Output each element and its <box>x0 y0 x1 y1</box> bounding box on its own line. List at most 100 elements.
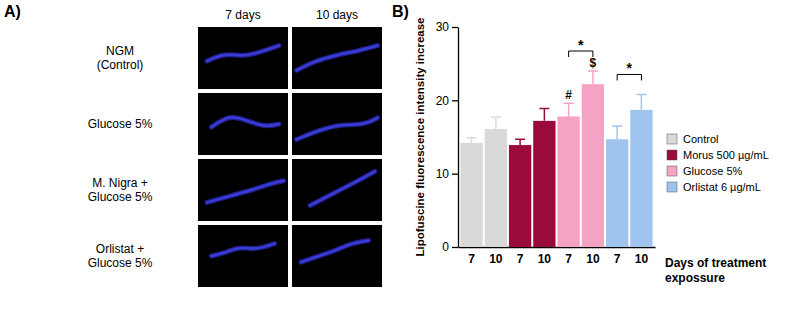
y-tick-mark <box>452 27 458 28</box>
annotation: $ <box>590 56 597 70</box>
worm <box>207 181 284 203</box>
y-axis: 0 10 20 30 <box>436 20 459 254</box>
column-header: 10 days <box>316 8 358 22</box>
y-tick-label: 20 <box>436 94 450 108</box>
worm-glow <box>207 181 284 203</box>
y-tick: 0 <box>442 240 458 254</box>
y-axis-line <box>458 28 459 248</box>
row-label: (Control) <box>97 58 144 72</box>
worm <box>301 241 369 263</box>
legend-swatch <box>667 166 677 176</box>
x-axis-title-line: Days of treatment <box>665 256 766 270</box>
x-tick: 7 <box>565 247 572 266</box>
worm-glow <box>297 46 378 71</box>
significance-label: * <box>578 37 584 53</box>
image-cell <box>198 27 288 89</box>
panel-label: B) <box>392 3 409 20</box>
x-tick: 10 <box>538 247 552 266</box>
legend-label: Glucose 5% <box>683 165 743 177</box>
error-bar <box>539 108 549 120</box>
x-tick-label: 10 <box>635 252 649 266</box>
y-tick-label: 0 <box>442 240 449 254</box>
bar <box>533 121 555 247</box>
error-bar <box>612 126 622 139</box>
x-axis: 7 10 7 10 7 10 7 10 <box>459 247 656 266</box>
error-bar <box>636 94 646 109</box>
x-axis-title: Days of treatmentexpossure <box>665 256 766 285</box>
x-tick-label: 10 <box>586 252 600 266</box>
y-tick: 30 <box>436 20 458 34</box>
x-tick-label: 7 <box>565 252 572 266</box>
row-label: Orlistat + <box>96 242 144 256</box>
legend-label: Morus 500 µg/mL <box>683 149 769 161</box>
bar <box>557 116 579 247</box>
x-tick: 10 <box>586 247 600 266</box>
image-cell <box>292 225 382 287</box>
image-cell <box>292 159 382 221</box>
y-tick-mark <box>452 247 458 248</box>
legend-swatch <box>667 182 677 192</box>
x-tick-label: 10 <box>489 252 503 266</box>
bar <box>485 129 507 247</box>
row-label: M. Nigra + <box>92 176 148 190</box>
worm-glow <box>301 241 369 263</box>
worm <box>207 46 279 62</box>
x-tick: 7 <box>517 247 524 266</box>
worm-glow <box>207 46 279 62</box>
image-cell <box>198 159 288 221</box>
bar <box>509 145 531 247</box>
bar <box>460 143 482 247</box>
column-header: 7 days <box>225 8 260 22</box>
x-tick-label: 7 <box>614 252 621 266</box>
y-tick-mark <box>452 174 458 175</box>
image-cell <box>198 93 288 155</box>
image-cell <box>292 93 382 155</box>
worm-glow <box>212 244 275 256</box>
row-label: Glucose 5% <box>88 117 153 131</box>
image-cell <box>292 27 382 89</box>
y-axis-title: Lipofuscine fluorescence intensity incre… <box>414 17 426 256</box>
row-label: NGM <box>106 44 134 58</box>
worm <box>297 118 378 140</box>
error-bar <box>467 138 477 143</box>
legend: Control Morus 500 µg/mL Glucose 5% Orlistat… <box>667 133 769 193</box>
x-tick-label: 7 <box>517 252 524 266</box>
x-axis-title-line: expossure <box>665 271 725 285</box>
x-tick: 10 <box>489 247 503 266</box>
image-cell <box>198 225 288 287</box>
bar <box>582 84 604 247</box>
legend-label: Orlistat 6 µg/mL <box>683 181 761 193</box>
x-tick: 7 <box>614 247 621 266</box>
error-bar <box>491 117 501 129</box>
x-tick: 7 <box>468 247 475 266</box>
figure: A)B)7 days10 daysNGM(Control)Glucose 5%M… <box>0 0 789 320</box>
worm-glow <box>212 118 280 128</box>
y-tick-label: 30 <box>436 20 450 34</box>
y-tick: 20 <box>436 94 458 108</box>
y-tick: 10 <box>436 167 458 181</box>
legend-swatch <box>667 134 677 144</box>
worm <box>297 46 378 71</box>
worm-glow <box>297 118 378 140</box>
y-tick-mark <box>452 100 458 101</box>
significance-label: * <box>627 60 633 76</box>
x-axis-line <box>459 247 656 248</box>
legend-label: Control <box>683 133 718 145</box>
bar <box>606 139 628 247</box>
bar <box>630 110 652 247</box>
row-label: Glucose 5% <box>88 256 153 270</box>
x-tick-label: 7 <box>468 252 475 266</box>
plot-area <box>460 71 652 247</box>
legend-swatch <box>667 150 677 160</box>
y-tick-label: 10 <box>436 167 450 181</box>
x-tick: 10 <box>635 247 649 266</box>
worm <box>212 244 275 256</box>
error-bar <box>564 103 574 116</box>
worm-glow <box>310 171 375 205</box>
panel-label: A) <box>4 3 21 20</box>
error-bar <box>588 71 598 84</box>
annotation: # <box>565 88 572 102</box>
row-label: Glucose 5% <box>88 190 153 204</box>
error-bar <box>515 139 525 145</box>
worm <box>310 171 375 205</box>
